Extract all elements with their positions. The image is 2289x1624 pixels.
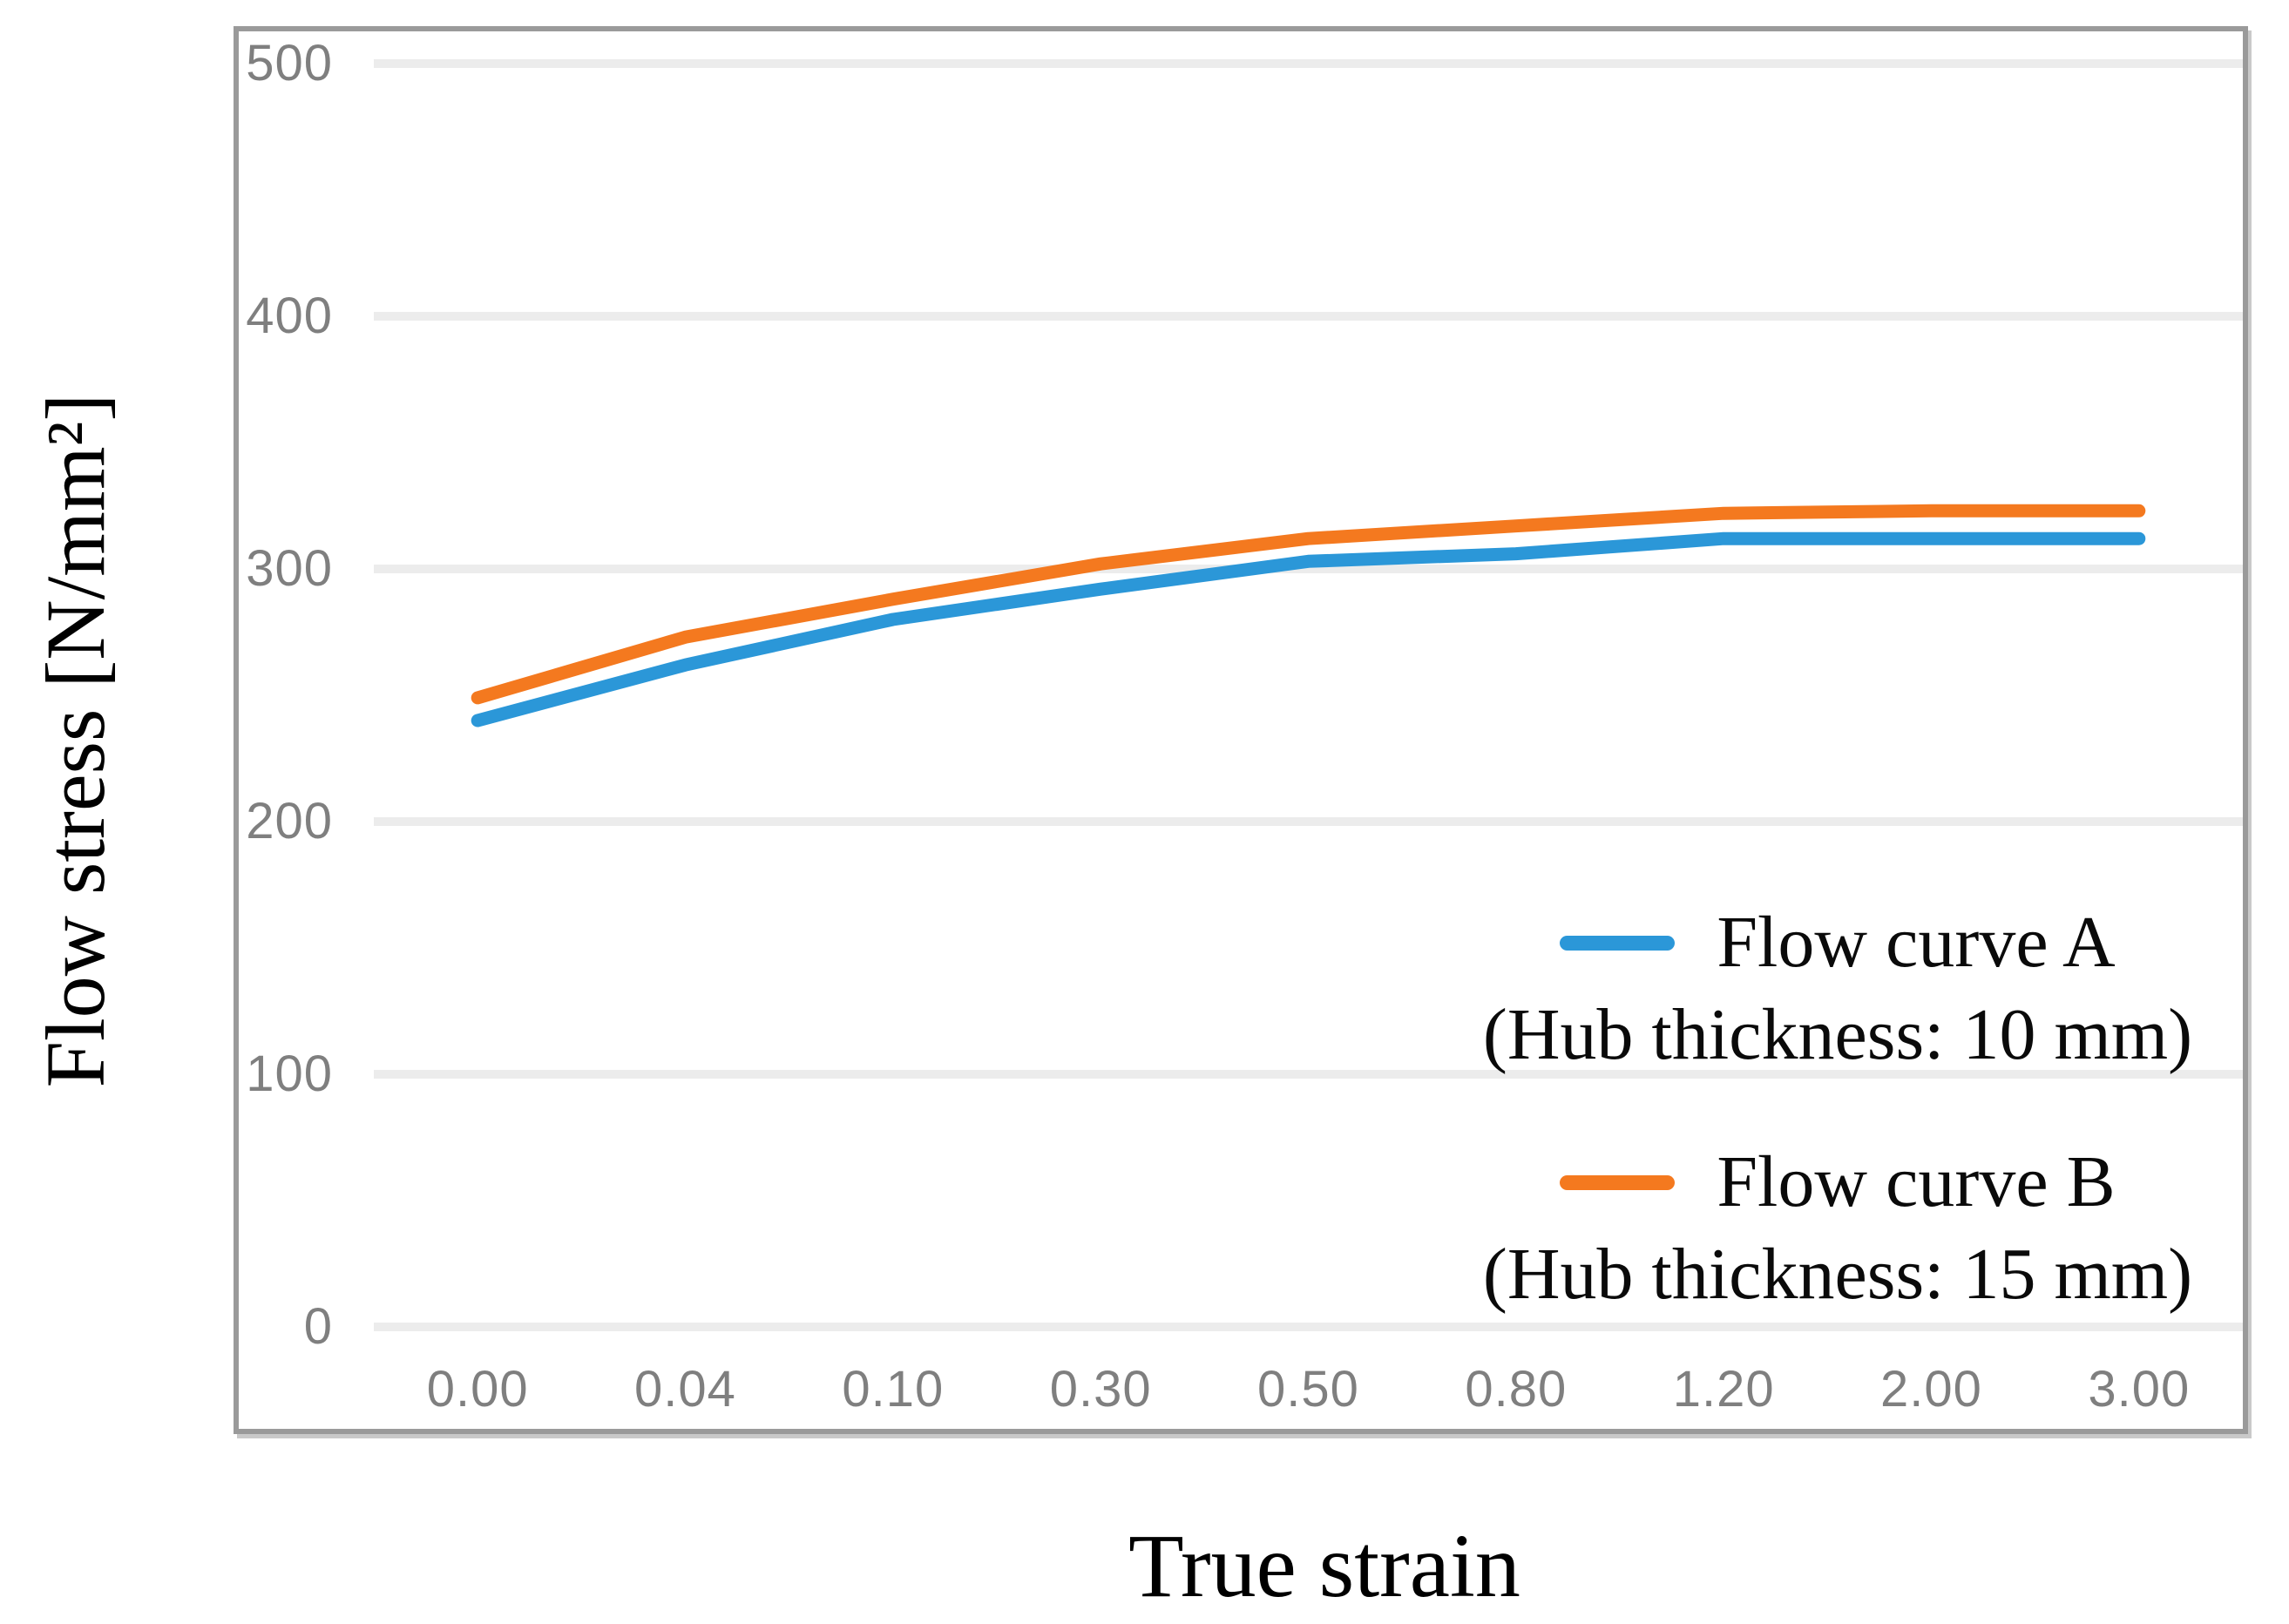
legend-row: Flow curve A [1441,897,2234,988]
x-tick-label-1-20: 1.20 [1672,1361,1775,1418]
x-tick-label-0-10: 0.10 [842,1361,945,1418]
y-tick-label-500: 500 [246,35,333,91]
legend-swatch-flow-curve-a [1560,935,1676,951]
x-tick-label-0-80: 0.80 [1465,1361,1568,1418]
plot-frame: 500 400 300 200 100 0 0.00 0.04 0.10 0.30 0.50 0.80… [234,26,2248,1434]
y-tick-label-200: 200 [246,793,333,849]
y-tick-label-100: 100 [246,1045,333,1102]
x-tick-label-0-50: 0.50 [1257,1361,1359,1418]
y-tick-label-400: 400 [246,288,333,344]
legend-swatch-flow-curve-b [1560,1174,1676,1190]
legend-sublabel-flow-curve-b: (Hub thickness: 15 mm) [1482,1234,2193,1315]
legend-label-flow-curve-a: Flow curve A [1717,902,2116,983]
legend-row: Flow curve B [1441,1137,2234,1228]
legend-item-flow-curve-b: Flow curve B (Hub thickness: 15 mm) [1441,1137,2234,1320]
plot-svg [374,59,2243,1331]
plot-area: 500 400 300 200 100 0 0.00 0.04 0.10 0.30 0.50 0.80… [239,31,2243,1429]
y-tick-label-300: 300 [246,540,333,597]
x-tick-label-3-00: 3.00 [2088,1361,2191,1418]
series-line-flow-curve-b [471,504,2146,705]
x-tick-label-0-04: 0.04 [634,1361,736,1418]
series-line-flow-curve-a [471,531,2146,727]
y-tick-label-0: 0 [303,1298,333,1355]
x-tick-label-0-30: 0.30 [1049,1361,1152,1418]
x-tick-label-2-00: 2.00 [1880,1361,1982,1418]
y-axis-title: Flow stress [N/mm²] [29,393,122,1088]
legend-label-flow-curve-b: Flow curve B [1717,1141,2116,1222]
legend-sublabel-flow-curve-a: (Hub thickness: 10 mm) [1482,994,2193,1075]
legend-item-flow-curve-a: Flow curve A (Hub thickness: 10 mm) [1441,897,2234,1080]
x-tick-label-0-00: 0.00 [426,1361,529,1418]
x-axis-title: True strain [1128,1516,1520,1616]
